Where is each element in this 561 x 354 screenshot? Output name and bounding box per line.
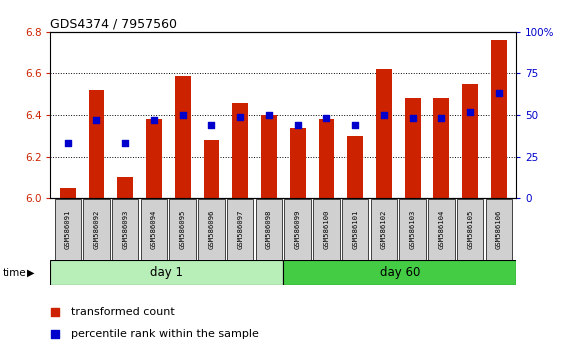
Text: GSM586099: GSM586099 (295, 210, 301, 249)
Text: day 1: day 1 (150, 266, 183, 279)
Point (92, 117, 101, 123)
Point (351, 122, 360, 128)
Text: GSM586095: GSM586095 (180, 210, 186, 249)
Bar (227, 200, 254, 259)
Bar (175, 75, 191, 198)
Bar (204, 140, 219, 198)
Text: GSM586105: GSM586105 (467, 210, 473, 249)
Bar (60, 188, 76, 198)
Text: GSM586106: GSM586106 (496, 210, 502, 249)
Bar (347, 136, 363, 198)
Bar (376, 69, 392, 198)
Text: GSM586098: GSM586098 (266, 210, 272, 249)
Bar (141, 200, 167, 259)
Bar (146, 119, 162, 198)
Bar (232, 103, 248, 198)
Bar (313, 200, 339, 259)
Bar (404, 98, 421, 198)
Point (293, 122, 302, 128)
Text: GDS4374 / 7957560: GDS4374 / 7957560 (50, 18, 177, 31)
Bar (261, 115, 277, 198)
Text: time: time (3, 268, 26, 278)
Bar (89, 90, 104, 198)
Point (408, 115, 417, 121)
Bar (491, 40, 507, 198)
Point (264, 112, 273, 118)
Text: transformed count: transformed count (71, 307, 175, 318)
Bar (342, 200, 369, 259)
Bar (54, 200, 81, 259)
Bar (112, 200, 139, 259)
Text: ▶: ▶ (27, 268, 34, 278)
Text: GSM586092: GSM586092 (94, 210, 99, 249)
Point (466, 109, 475, 115)
Point (63, 141, 72, 146)
Text: GSM586100: GSM586100 (324, 210, 329, 249)
Text: GSM586094: GSM586094 (151, 210, 157, 249)
Point (321, 197, 330, 202)
Text: GSM586104: GSM586104 (438, 210, 444, 249)
Bar (434, 98, 449, 198)
Point (149, 117, 158, 123)
Bar (428, 200, 454, 259)
Text: GSM586097: GSM586097 (237, 210, 243, 249)
Bar (399, 200, 426, 259)
Bar (290, 127, 306, 198)
Bar (486, 200, 512, 259)
Text: percentile rank within the sample: percentile rank within the sample (71, 329, 259, 339)
Text: GSM586096: GSM586096 (209, 210, 214, 249)
Point (178, 112, 187, 118)
Text: GSM586103: GSM586103 (410, 210, 416, 249)
Text: day 60: day 60 (380, 266, 420, 279)
Point (321, 4, 330, 10)
Bar (319, 119, 334, 198)
Point (379, 112, 388, 118)
Bar (256, 200, 282, 259)
Point (236, 114, 245, 120)
Point (494, 91, 503, 96)
Bar (371, 200, 397, 259)
Text: GSM586093: GSM586093 (122, 210, 128, 249)
Point (437, 115, 446, 121)
Bar (198, 200, 224, 259)
Bar (83, 200, 110, 259)
Point (207, 122, 216, 128)
Bar (50, 260, 283, 285)
Bar (283, 260, 516, 285)
Text: GSM586091: GSM586091 (65, 210, 71, 249)
Point (121, 141, 130, 146)
Bar (284, 200, 311, 259)
Text: GSM586102: GSM586102 (381, 210, 387, 249)
Bar (457, 200, 484, 259)
Bar (462, 84, 478, 198)
Bar (117, 177, 133, 198)
Text: GSM586101: GSM586101 (352, 210, 358, 249)
Bar (169, 200, 196, 259)
Point (322, 115, 331, 121)
